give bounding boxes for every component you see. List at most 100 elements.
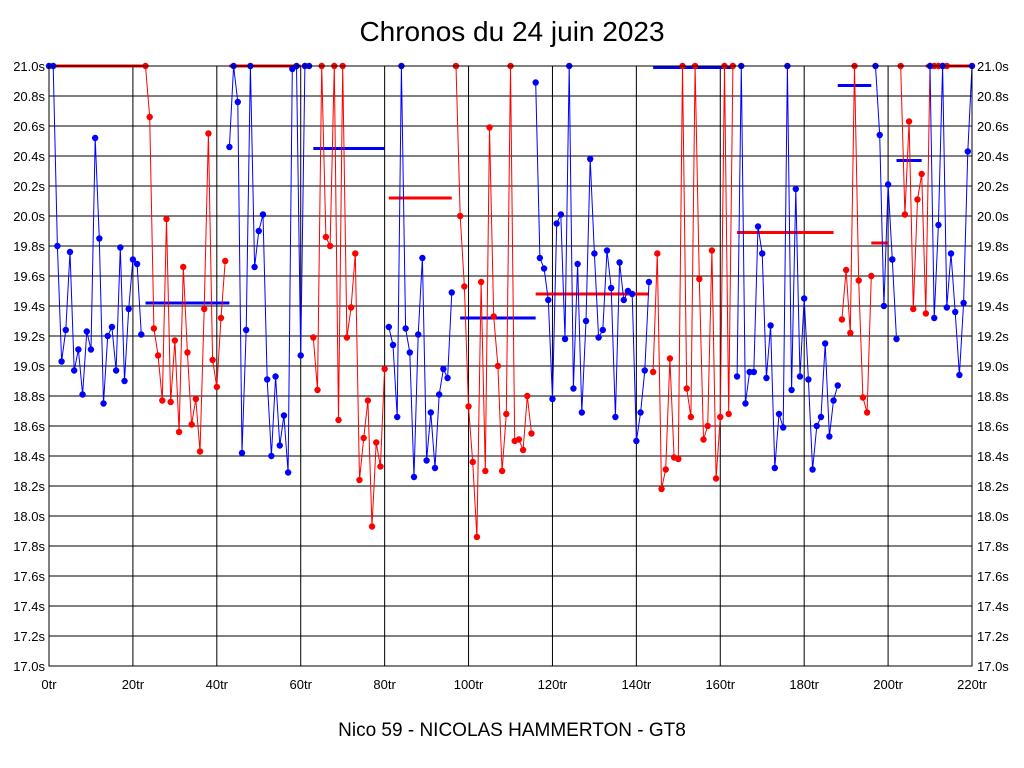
series-line <box>312 65 386 527</box>
data-point <box>763 374 770 382</box>
data-point <box>356 476 363 484</box>
data-point <box>700 436 707 443</box>
y-tick-label: 19.8s <box>13 239 45 254</box>
data-point <box>759 250 766 257</box>
data-point <box>490 313 497 320</box>
data-point <box>788 386 795 394</box>
data-point <box>792 185 799 193</box>
y-tick-label-right: 17.0s <box>977 659 1009 674</box>
data-point <box>578 409 586 416</box>
data-point <box>662 466 669 473</box>
data-point <box>343 334 351 341</box>
data-point <box>402 325 409 332</box>
y-tick-label-right: 19.2s <box>977 329 1009 344</box>
data-point <box>616 259 623 266</box>
data-point <box>381 365 388 373</box>
data-point <box>532 79 539 86</box>
chart-footer: Nico 59 - NICOLAS HAMMERTON - GT8 <box>338 720 686 741</box>
data-point <box>935 221 942 229</box>
series-line <box>891 259 897 340</box>
data-point <box>96 235 103 242</box>
y-tick-label: 18.6s <box>13 419 45 434</box>
data-point <box>70 367 78 374</box>
series-line <box>388 65 453 478</box>
data-point <box>570 385 577 392</box>
data-point <box>943 304 951 311</box>
data-point <box>960 299 967 307</box>
y-tick-label-right: 17.4s <box>977 599 1009 614</box>
y-tick-label: 19.6s <box>13 269 45 284</box>
y-tick-label-right: 20.0s <box>977 209 1009 224</box>
data-point <box>519 446 527 454</box>
x-axis: 0tr 20tr 40tr 60tr 80tr 100tr 120tr 140tr 160tr 1… <box>41 677 987 692</box>
y-tick-label: 18.8s <box>13 389 45 404</box>
data-point <box>708 247 716 254</box>
data-point <box>557 211 565 218</box>
data-point <box>889 256 896 263</box>
data-point <box>645 278 653 286</box>
data-point <box>683 385 690 392</box>
data-point <box>628 290 636 298</box>
data-point <box>486 124 493 131</box>
x-tick-label: 20tr <box>122 677 145 692</box>
data-point <box>725 410 732 418</box>
x-tick-label: 200tr <box>873 677 903 692</box>
data-point <box>368 523 376 530</box>
data-point <box>431 464 439 472</box>
data-point <box>377 463 384 470</box>
data-point <box>54 242 61 250</box>
data-point <box>201 305 208 313</box>
data-point <box>108 323 116 331</box>
x-tick-label: 220tr <box>957 677 987 692</box>
data-point <box>259 211 267 218</box>
data-point <box>213 383 221 391</box>
data-point <box>494 362 502 370</box>
plot-frame <box>48 65 973 667</box>
x-tick-label: 140tr <box>622 677 652 692</box>
data-point <box>859 394 867 401</box>
data-point <box>595 334 602 341</box>
y-tick-label-right: 18.4s <box>977 449 1009 464</box>
data-point <box>104 332 111 340</box>
data-point <box>771 464 779 472</box>
data-point <box>83 328 90 335</box>
data-point <box>956 371 963 379</box>
data-point <box>268 452 275 460</box>
data-point <box>809 466 816 473</box>
data-point <box>842 266 850 274</box>
data-point <box>931 314 938 322</box>
data-point <box>607 284 615 292</box>
data-point <box>855 277 862 284</box>
y-tick-label: 19.4s <box>13 299 45 314</box>
series-s13 <box>897 62 951 317</box>
data-point <box>272 373 279 380</box>
data-point <box>574 260 581 268</box>
data-point <box>100 400 107 407</box>
data-point <box>276 442 283 449</box>
data-point <box>465 403 472 410</box>
data-point <box>847 329 854 337</box>
y-tick-label: 17.6s <box>13 569 45 584</box>
data-point <box>322 233 330 241</box>
data-point <box>146 113 153 121</box>
y-tick-label: 17.0s <box>13 659 45 674</box>
series <box>45 62 976 541</box>
data-point <box>952 308 959 316</box>
series-s4 <box>310 62 388 530</box>
data-point <box>364 397 372 404</box>
data-point <box>603 247 611 254</box>
data-point <box>347 304 355 311</box>
y-tick-label: 17.8s <box>13 539 45 554</box>
data-point <box>687 413 695 421</box>
data-point <box>641 367 648 374</box>
data-point <box>704 422 711 430</box>
data-point <box>515 436 523 443</box>
series-s10 <box>838 62 875 416</box>
y-tick-label: 18.4s <box>13 449 45 464</box>
x-tick-label: 0tr <box>41 677 57 692</box>
data-point <box>423 457 430 464</box>
data-point <box>326 242 334 250</box>
data-point <box>805 376 812 383</box>
data-point <box>742 400 749 407</box>
data-point <box>62 326 69 334</box>
